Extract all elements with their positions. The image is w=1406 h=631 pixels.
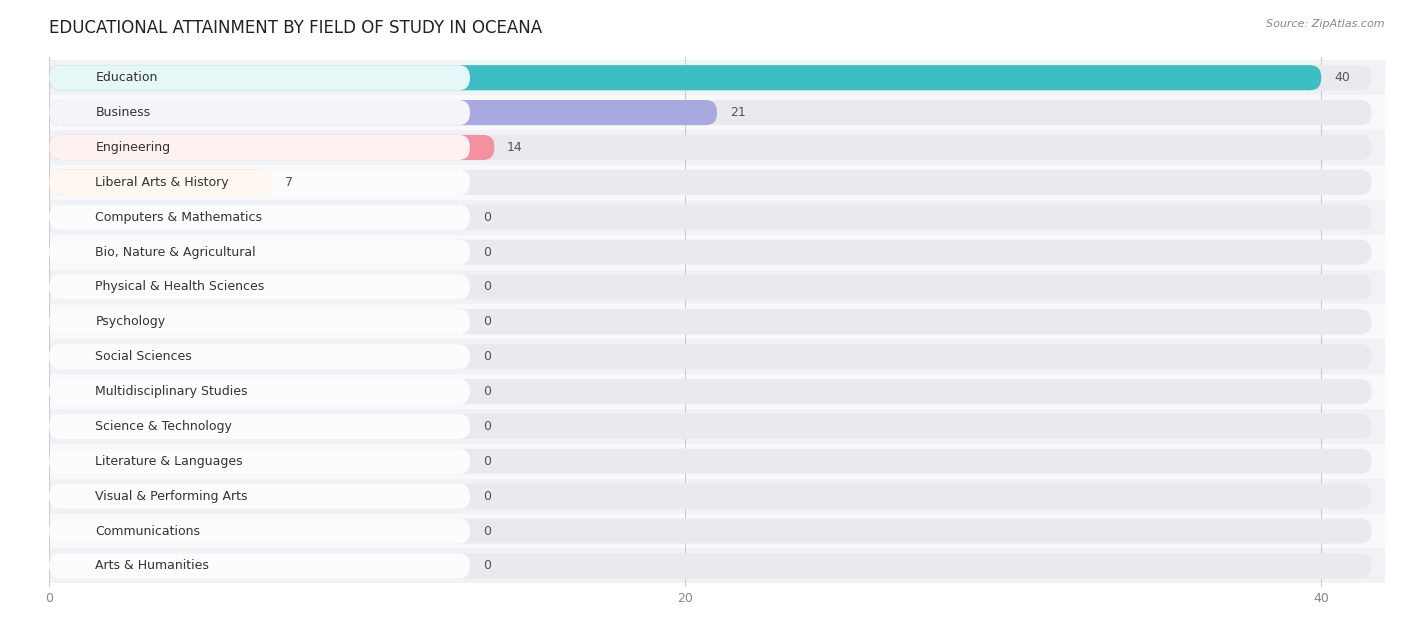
- FancyBboxPatch shape: [49, 449, 1371, 474]
- FancyBboxPatch shape: [49, 309, 1371, 334]
- Text: 0: 0: [482, 560, 491, 572]
- FancyBboxPatch shape: [49, 379, 470, 404]
- FancyBboxPatch shape: [49, 100, 470, 125]
- Bar: [49, 269, 1385, 304]
- FancyBboxPatch shape: [49, 204, 470, 230]
- Bar: [49, 165, 1385, 200]
- Bar: [49, 374, 1385, 409]
- Text: 14: 14: [508, 141, 523, 154]
- Bar: [49, 548, 1385, 583]
- FancyBboxPatch shape: [49, 379, 1371, 404]
- Bar: [49, 304, 1385, 339]
- Bar: [49, 235, 1385, 269]
- FancyBboxPatch shape: [49, 483, 470, 509]
- FancyBboxPatch shape: [49, 414, 1371, 439]
- Bar: [49, 95, 1385, 130]
- Text: 0: 0: [482, 490, 491, 503]
- FancyBboxPatch shape: [49, 553, 470, 579]
- FancyBboxPatch shape: [49, 553, 1371, 579]
- Text: Social Sciences: Social Sciences: [96, 350, 193, 363]
- Text: 0: 0: [482, 524, 491, 538]
- Text: Source: ZipAtlas.com: Source: ZipAtlas.com: [1267, 19, 1385, 29]
- Text: 0: 0: [482, 455, 491, 468]
- Text: Visual & Performing Arts: Visual & Performing Arts: [96, 490, 247, 503]
- Text: 0: 0: [482, 350, 491, 363]
- FancyBboxPatch shape: [49, 135, 470, 160]
- Text: 7: 7: [284, 176, 292, 189]
- FancyBboxPatch shape: [49, 170, 470, 195]
- FancyBboxPatch shape: [49, 204, 1371, 230]
- FancyBboxPatch shape: [49, 100, 1371, 125]
- FancyBboxPatch shape: [49, 65, 1322, 90]
- FancyBboxPatch shape: [49, 135, 1371, 160]
- Text: Communications: Communications: [96, 524, 201, 538]
- Text: Liberal Arts & History: Liberal Arts & History: [96, 176, 229, 189]
- Bar: [49, 339, 1385, 374]
- FancyBboxPatch shape: [49, 309, 470, 334]
- Text: 0: 0: [482, 245, 491, 259]
- FancyBboxPatch shape: [49, 65, 1371, 90]
- Bar: [49, 200, 1385, 235]
- Text: Engineering: Engineering: [96, 141, 170, 154]
- Bar: [49, 444, 1385, 479]
- Text: 21: 21: [730, 106, 745, 119]
- FancyBboxPatch shape: [49, 344, 1371, 369]
- FancyBboxPatch shape: [49, 344, 470, 369]
- Text: Multidisciplinary Studies: Multidisciplinary Studies: [96, 385, 247, 398]
- FancyBboxPatch shape: [49, 100, 717, 125]
- Bar: [49, 514, 1385, 548]
- Text: Science & Technology: Science & Technology: [96, 420, 232, 433]
- FancyBboxPatch shape: [49, 449, 470, 474]
- Bar: [49, 61, 1385, 95]
- Bar: [49, 409, 1385, 444]
- Text: 40: 40: [1334, 71, 1350, 84]
- FancyBboxPatch shape: [49, 274, 1371, 300]
- FancyBboxPatch shape: [49, 170, 271, 195]
- Text: 0: 0: [482, 280, 491, 293]
- Text: 0: 0: [482, 420, 491, 433]
- FancyBboxPatch shape: [49, 240, 470, 264]
- FancyBboxPatch shape: [49, 519, 1371, 543]
- Text: Bio, Nature & Agricultural: Bio, Nature & Agricultural: [96, 245, 256, 259]
- FancyBboxPatch shape: [49, 483, 1371, 509]
- Text: 0: 0: [482, 211, 491, 224]
- Text: Business: Business: [96, 106, 150, 119]
- Text: 0: 0: [482, 316, 491, 328]
- Bar: [49, 479, 1385, 514]
- Text: EDUCATIONAL ATTAINMENT BY FIELD OF STUDY IN OCEANA: EDUCATIONAL ATTAINMENT BY FIELD OF STUDY…: [49, 19, 543, 37]
- FancyBboxPatch shape: [49, 65, 470, 90]
- Text: Education: Education: [96, 71, 157, 84]
- Text: Literature & Languages: Literature & Languages: [96, 455, 243, 468]
- Text: 0: 0: [482, 385, 491, 398]
- FancyBboxPatch shape: [49, 170, 1371, 195]
- FancyBboxPatch shape: [49, 240, 1371, 264]
- FancyBboxPatch shape: [49, 414, 470, 439]
- Text: Psychology: Psychology: [96, 316, 166, 328]
- Text: Arts & Humanities: Arts & Humanities: [96, 560, 209, 572]
- Text: Physical & Health Sciences: Physical & Health Sciences: [96, 280, 264, 293]
- FancyBboxPatch shape: [49, 519, 470, 543]
- Bar: [49, 130, 1385, 165]
- Text: Computers & Mathematics: Computers & Mathematics: [96, 211, 263, 224]
- FancyBboxPatch shape: [49, 135, 495, 160]
- FancyBboxPatch shape: [49, 274, 470, 300]
